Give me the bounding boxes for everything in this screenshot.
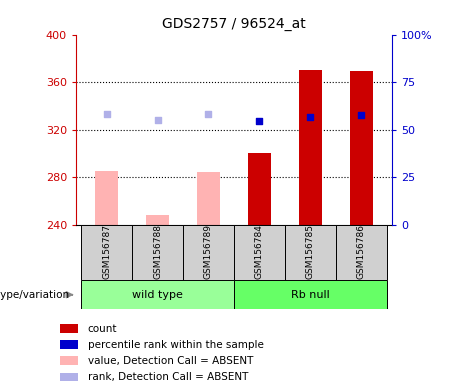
Text: GSM156789: GSM156789 [204, 224, 213, 279]
Bar [350, 71, 373, 225]
Bar [81, 225, 132, 280]
Text: GSM156785: GSM156785 [306, 224, 315, 279]
Title: GDS2757 / 96524_at: GDS2757 / 96524_at [162, 17, 306, 31]
Bar [60, 324, 78, 333]
Bar [146, 215, 169, 225]
Bar [234, 280, 387, 309]
Text: value, Detection Call = ABSENT: value, Detection Call = ABSENT [88, 356, 253, 366]
Bar [81, 280, 234, 309]
Point [358, 112, 365, 118]
Text: count: count [88, 324, 117, 334]
Point [256, 118, 263, 124]
Text: GSM156788: GSM156788 [153, 224, 162, 279]
Bar [234, 225, 285, 280]
Bar [60, 340, 78, 349]
Point [154, 117, 161, 123]
Text: GSM156787: GSM156787 [102, 224, 111, 279]
Bar [60, 356, 78, 365]
Point [103, 111, 110, 117]
Text: GSM156786: GSM156786 [357, 224, 366, 279]
Text: rank, Detection Call = ABSENT: rank, Detection Call = ABSENT [88, 372, 248, 382]
Text: GSM156784: GSM156784 [255, 224, 264, 279]
Bar [60, 372, 78, 381]
Point [205, 111, 212, 117]
Bar [197, 172, 220, 225]
Bar [299, 70, 322, 225]
Text: Rb null: Rb null [291, 290, 330, 300]
Bar [248, 153, 271, 225]
Text: wild type: wild type [132, 290, 183, 300]
Text: percentile rank within the sample: percentile rank within the sample [88, 340, 264, 350]
Bar [285, 225, 336, 280]
Bar [132, 225, 183, 280]
Bar [336, 225, 387, 280]
Bar [183, 225, 234, 280]
Text: genotype/variation: genotype/variation [0, 290, 69, 300]
Bar [95, 171, 118, 225]
Point [307, 113, 314, 119]
